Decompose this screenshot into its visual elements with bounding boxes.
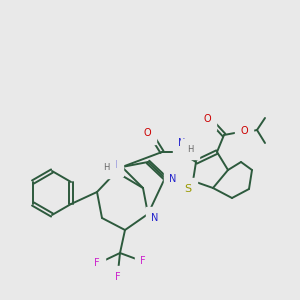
Text: F: F bbox=[94, 258, 100, 268]
Text: O: O bbox=[143, 128, 151, 138]
Text: F: F bbox=[140, 256, 146, 266]
Text: N: N bbox=[151, 213, 159, 223]
Text: O: O bbox=[203, 114, 211, 124]
Text: N: N bbox=[169, 174, 177, 184]
Text: N: N bbox=[178, 138, 186, 148]
Text: H: H bbox=[103, 164, 109, 172]
Text: O: O bbox=[240, 126, 248, 136]
Text: N: N bbox=[110, 160, 118, 170]
Text: F: F bbox=[115, 272, 121, 282]
Text: S: S bbox=[184, 184, 192, 194]
Text: H: H bbox=[187, 145, 193, 154]
